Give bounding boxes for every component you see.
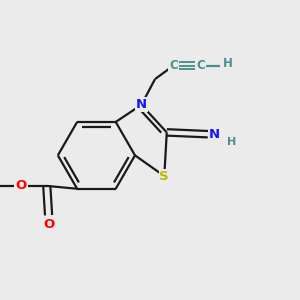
Text: H: H xyxy=(227,137,237,147)
Text: S: S xyxy=(160,169,169,183)
Text: C: C xyxy=(196,59,205,72)
Text: C: C xyxy=(169,59,178,72)
Text: N: N xyxy=(136,98,147,111)
Text: O: O xyxy=(43,218,54,231)
Text: H: H xyxy=(223,57,233,70)
Text: N: N xyxy=(208,128,220,141)
Text: O: O xyxy=(15,179,27,192)
